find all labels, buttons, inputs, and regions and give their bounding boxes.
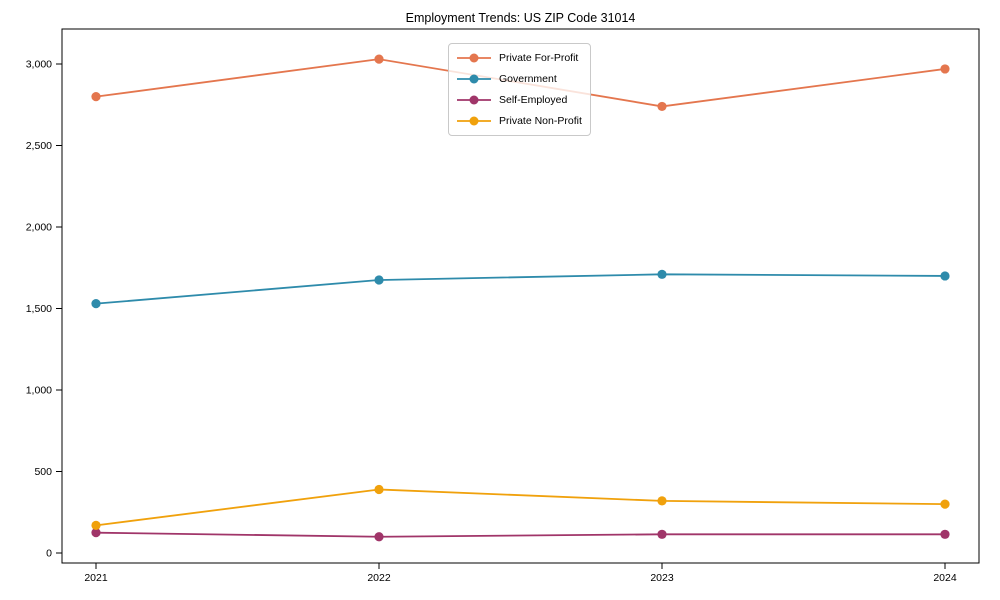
x-axis-tick-label: 2023 (650, 572, 674, 584)
legend-item: Private For-Profit (456, 48, 582, 69)
data-point (374, 275, 384, 285)
data-point (940, 64, 950, 74)
data-point (657, 101, 667, 112)
y-axis-tick-label: 500 (34, 466, 52, 478)
legend: Private For-Profit Government Self-Employe… (448, 43, 591, 136)
x-axis-tick-label: 2022 (367, 572, 391, 584)
data-point (91, 520, 101, 530)
y-axis-tick-label: 0 (46, 548, 52, 560)
series-line-3 (95, 488, 946, 527)
data-point (657, 269, 667, 279)
data-point (940, 499, 950, 509)
data-point (940, 529, 950, 539)
y-axis-tick-label: 3,000 (26, 59, 52, 71)
legend-label: Government (499, 73, 557, 86)
legend-marker-icon (457, 116, 491, 126)
y-axis-tick-label: 1,000 (26, 385, 52, 397)
y-axis-tick-label: 2,500 (26, 140, 52, 152)
legend-marker-icon (457, 74, 491, 84)
data-point (657, 496, 667, 506)
x-axis-tick-label: 2021 (84, 572, 108, 584)
x-axis-tick-label: 2024 (933, 572, 957, 584)
data-point (374, 532, 384, 542)
series-line-1 (95, 273, 946, 305)
chart-title: Employment Trends: US ZIP Code 31014 (405, 11, 636, 25)
series-line-2 (95, 531, 945, 538)
legend-marker-icon (457, 95, 491, 105)
legend-item: Private Non-Profit (456, 110, 582, 131)
plot-border (61, 28, 980, 564)
legend-label: Private For-Profit (499, 52, 579, 65)
legend-item: Government (456, 69, 582, 90)
y-axis-tick-label: 1,500 (26, 303, 52, 315)
data-point (374, 54, 384, 64)
legend-label: Self-Employed (499, 93, 568, 106)
data-point (657, 529, 667, 539)
data-point (374, 484, 384, 495)
data-point (91, 299, 101, 309)
data-point (91, 92, 101, 102)
legend-item: Self-Employed (456, 90, 582, 111)
legend-label: Private Non-Profit (499, 114, 582, 127)
y-axis-tick-label: 2,000 (26, 222, 52, 234)
data-point (91, 528, 101, 538)
legend-marker-icon (457, 53, 491, 63)
data-point (940, 271, 950, 281)
